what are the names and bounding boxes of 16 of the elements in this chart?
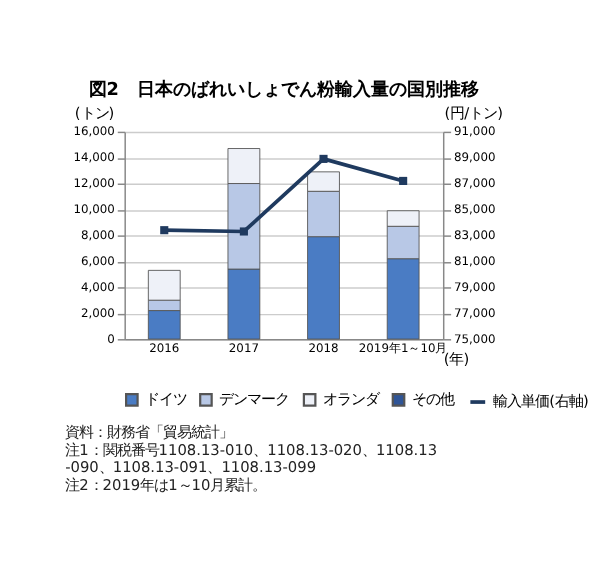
- legend-label: 輸入単価(右軸): [493, 392, 590, 411]
- legend-label: その他: [411, 390, 454, 409]
- point: [160, 226, 169, 235]
- x-axis-title: (年): [443, 349, 470, 368]
- y-axis-title: (トン): [74, 103, 115, 122]
- legend-label: ドイツ: [145, 390, 188, 409]
- legend-label: オランダ: [322, 390, 381, 409]
- point: [399, 176, 408, 185]
- text: 注2：2019年は1～10月累計。: [65, 476, 267, 495]
- legend-label: デンマーク: [219, 390, 290, 409]
- text: 資料：財務省「貿易統計」: [65, 422, 234, 441]
- y2-axis-title: (円/トン): [444, 103, 504, 122]
- chart-title: 図2 日本のばれいしょでん粉輸入量の国別推移: [88, 78, 479, 101]
- text: 注1：関税番号1108.13-010、1108.13-020、1108.13-090、1108.13-091、1108.13-099: [65, 440, 438, 477]
- point: [239, 227, 248, 236]
- point: [319, 154, 328, 163]
